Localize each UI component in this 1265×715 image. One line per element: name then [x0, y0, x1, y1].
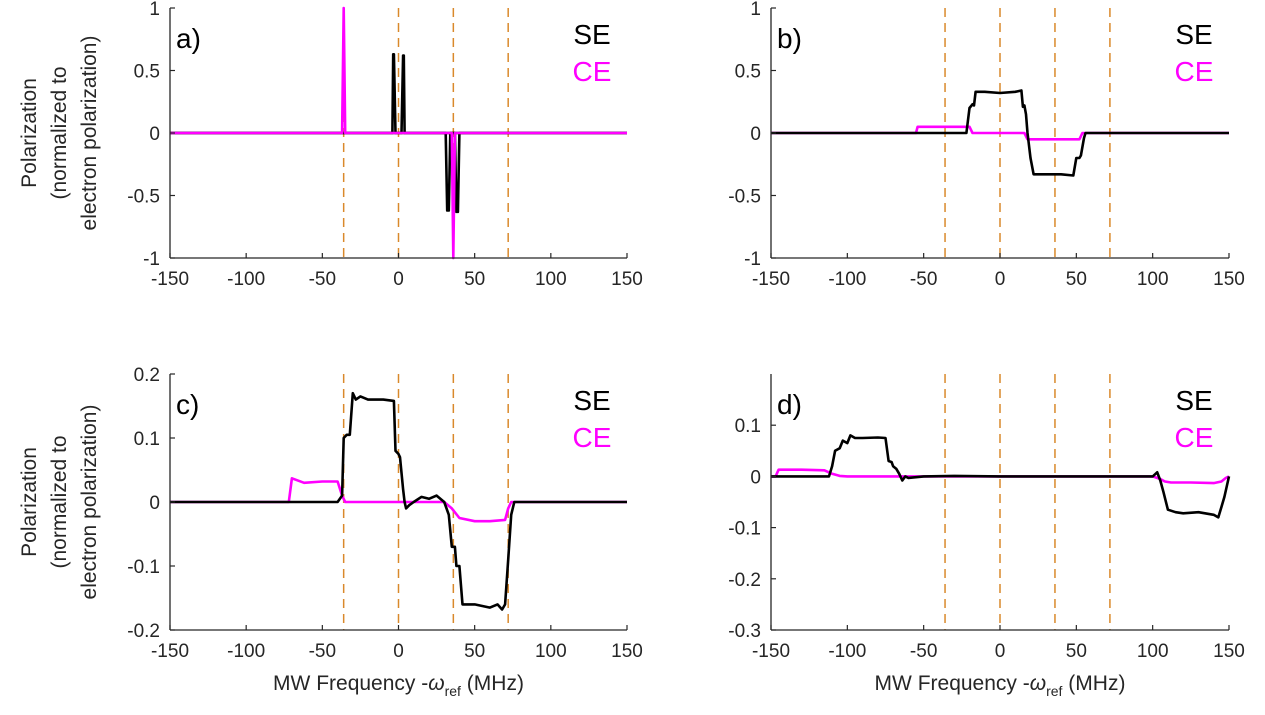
chart-panel-a: -150 -100 -50 0 50 100 150 -1 -0.5 0 0.5 1 a) SE CE Pol… — [18, 0, 643, 290]
x-tick-label: -100 — [227, 269, 265, 290]
legend-se: SE — [573, 19, 610, 50]
legend-se: SE — [573, 385, 610, 416]
y-tick-label: -0.1 — [127, 557, 160, 578]
x-tick-label: -100 — [227, 641, 265, 662]
chart-panel-d: -150 -100 -50 0 50 100 150 -0.3 -0.2 -0.1 0 0.1 d) SE… — [728, 374, 1245, 699]
x-tick-label: 50 — [464, 269, 485, 290]
panel-label: b) — [777, 23, 802, 54]
x-tick-label: 100 — [1137, 641, 1169, 662]
x-tick-label: -150 — [752, 269, 790, 290]
y-axis-label: (normalized to — [48, 66, 71, 199]
x-tick-label: 50 — [1066, 641, 1087, 662]
x-tick-label: -50 — [910, 641, 937, 662]
legend-ce: CE — [573, 422, 612, 453]
y-tick-label: -1 — [744, 249, 761, 270]
x-tick-label: -50 — [910, 269, 937, 290]
series-line-ce — [771, 125, 1229, 141]
y-tick-label: 0 — [149, 124, 160, 145]
y-tick-label: -0.5 — [728, 187, 761, 208]
x-tick-label: 150 — [611, 641, 643, 662]
y-tick-label: -0.5 — [127, 187, 160, 208]
x-tick-label: 150 — [1213, 269, 1245, 290]
y-tick-label: -1 — [143, 249, 160, 270]
y-tick-label: 1 — [750, 0, 761, 20]
x-tick-label: -150 — [151, 641, 189, 662]
legend-ce: CE — [1175, 422, 1214, 453]
y-tick-label: 0.5 — [134, 62, 160, 83]
series-line-se — [170, 391, 627, 611]
series-line-ce — [170, 6, 627, 260]
x-tick-label: 50 — [1066, 269, 1087, 290]
y-tick-label: 0.1 — [735, 416, 761, 437]
series-line-se — [771, 89, 1229, 177]
x-tick-label: -150 — [151, 269, 189, 290]
panel-label: c) — [176, 389, 199, 420]
legend-se: SE — [1175, 385, 1212, 416]
chart-panel-c: -150 -100 -50 0 50 100 150 -0.2 -0.1 0 0.1 0.2 c) SE C… — [18, 365, 643, 699]
x-tick-label: -150 — [752, 641, 790, 662]
y-tick-label: 0.1 — [134, 429, 160, 450]
y-tick-label: 1 — [149, 0, 160, 20]
y-tick-label: 0.5 — [735, 62, 761, 83]
x-tick-label: -100 — [828, 269, 866, 290]
y-tick-label: -0.3 — [728, 621, 761, 642]
y-tick-label: 0 — [750, 124, 761, 145]
legend-se: SE — [1175, 19, 1212, 50]
x-tick-label: 0 — [393, 269, 404, 290]
x-tick-label: 0 — [393, 641, 404, 662]
legend-ce: CE — [1175, 56, 1214, 87]
y-tick-label: -0.2 — [728, 570, 761, 591]
y-axis-label: (normalized to — [48, 435, 71, 568]
y-axis-label: Polarization — [18, 447, 41, 557]
y-tick-label: 0 — [750, 467, 761, 488]
x-tick-label: -50 — [309, 641, 336, 662]
y-axis-label: electron polarization) — [78, 405, 101, 600]
x-tick-label: 100 — [535, 269, 567, 290]
panel-label: a) — [176, 23, 201, 54]
x-tick-label: 100 — [1137, 269, 1169, 290]
x-tick-label: -50 — [309, 269, 336, 290]
series-line-se — [771, 434, 1231, 519]
x-tick-label: 50 — [464, 641, 485, 662]
x-axis-label: MW Frequency -ωref (MHz) — [273, 672, 524, 699]
y-tick-label: -0.1 — [728, 519, 761, 540]
y-tick-label: -0.2 — [127, 621, 160, 642]
y-tick-label: 0.2 — [134, 365, 160, 386]
y-axis-label: electron polarization) — [78, 36, 101, 231]
chart-panel-b: -150 -100 -50 0 50 100 150 -1 -0.5 0 0.5 1 b) SE CE — [728, 0, 1245, 290]
panel-label: d) — [777, 389, 802, 420]
x-tick-label: 0 — [995, 269, 1006, 290]
y-tick-label: 0 — [149, 493, 160, 514]
x-tick-label: 100 — [535, 641, 567, 662]
x-axis-label: MW Frequency -ωref (MHz) — [875, 672, 1126, 699]
x-tick-label: -100 — [828, 641, 866, 662]
y-axis-label: Polarization — [18, 78, 41, 188]
x-tick-label: 150 — [611, 269, 643, 290]
x-tick-label: 0 — [995, 641, 1006, 662]
legend-ce: CE — [573, 56, 612, 87]
x-tick-label: 150 — [1213, 641, 1245, 662]
